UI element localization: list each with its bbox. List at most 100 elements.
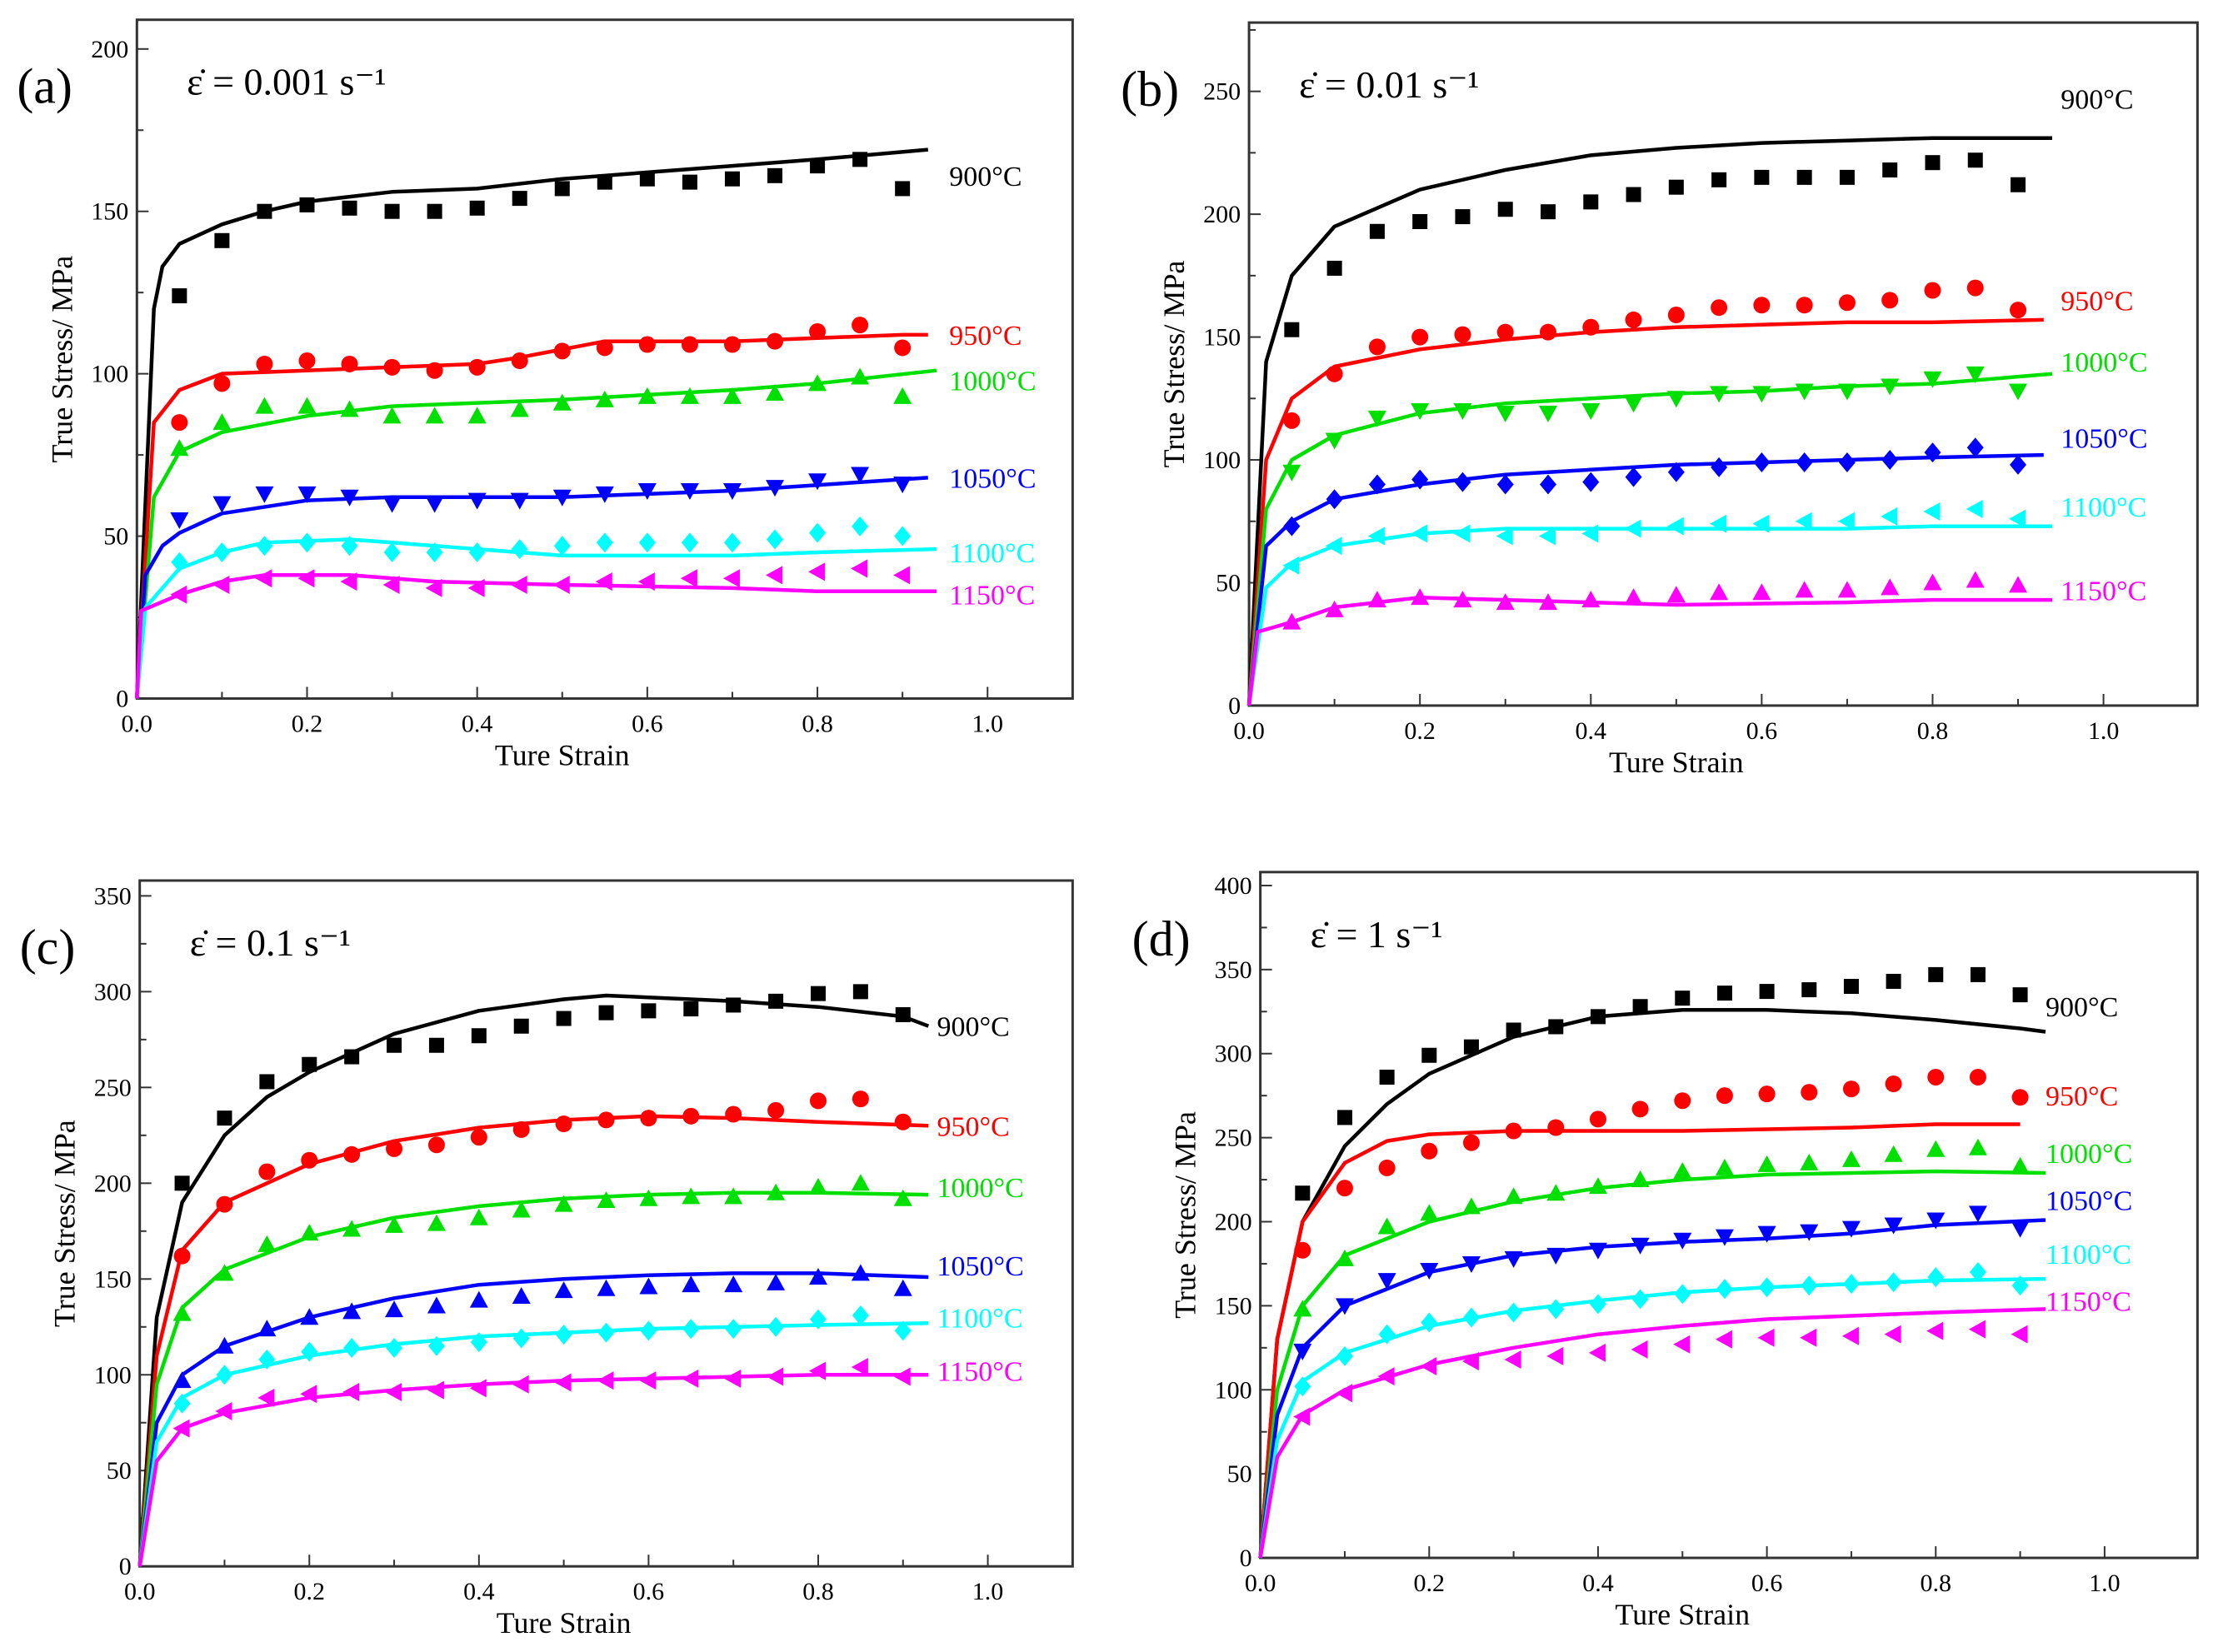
series-1100c: 1100°C (137, 1303, 1023, 1567)
data-point-square (1497, 202, 1513, 217)
data-point-triangle-down (1715, 1229, 1734, 1246)
strain-rate-annotation: ε̇ = 0.01 s⁻¹ (1299, 63, 1479, 106)
data-point-square (299, 197, 315, 212)
data-point-diamond (427, 1335, 445, 1356)
data-point-circle (1625, 311, 1642, 328)
data-point-diamond (301, 1341, 318, 1362)
data-point-diamond (216, 1365, 233, 1385)
data-point-triangle-left (1923, 502, 1941, 521)
data-point-triangle-left (851, 1358, 868, 1377)
y-tick-label: 150 (1203, 324, 1241, 352)
fitted-curve (1246, 136, 2052, 706)
data-point-circle (1885, 1076, 1902, 1093)
data-point-square (428, 1037, 444, 1053)
data-point-triangle-left (1461, 1351, 1479, 1370)
series-label: 900°C (937, 1012, 1009, 1043)
data-point-square (217, 1110, 232, 1126)
data-point-diamond (638, 532, 656, 553)
x-tick-label: 0.2 (292, 710, 323, 737)
data-point-triangle-down (1453, 403, 1472, 421)
data-point-square (1632, 999, 1648, 1015)
data-point-circle (596, 339, 613, 357)
data-point-diamond (426, 542, 443, 563)
data-point-triangle-left (170, 585, 187, 604)
x-tick-label: 0.2 (1414, 1570, 1446, 1597)
data-point-triangle-left (1881, 507, 1898, 526)
data-point-triangle-up (893, 1279, 912, 1296)
data-point-triangle-down (1710, 386, 1729, 403)
series-950c: 950°C (1246, 279, 2134, 706)
data-point-triangle-down (1968, 1205, 1987, 1223)
data-point-circle (1716, 1087, 1733, 1105)
data-point-triangle-down (255, 486, 274, 503)
data-point-triangle-left (1588, 1343, 1606, 1362)
data-point-triangle-up (1624, 588, 1643, 606)
series-label: 900°C (949, 162, 1022, 192)
data-point-triangle-up (1461, 1197, 1481, 1215)
data-point-diamond (1969, 1262, 1986, 1283)
data-point-circle (1801, 1084, 1818, 1101)
fitted-curve (1258, 1276, 2046, 1559)
y-tick-label: 200 (94, 1170, 132, 1197)
data-point-diamond (173, 1393, 191, 1414)
data-point-triangle-left (1539, 527, 1556, 546)
data-point-triangle-down (1926, 1212, 1946, 1230)
x-tick-label: 1.0 (2089, 1570, 2121, 1597)
data-point-triangle-left (554, 1373, 572, 1392)
data-point-triangle-down (1367, 410, 1386, 427)
data-point-triangle-left (808, 1361, 826, 1380)
fitted-curve (1246, 524, 2052, 706)
data-point-circle (555, 1115, 572, 1133)
data-point-triangle-left (552, 576, 570, 595)
x-tick-label: 0.0 (1233, 717, 1265, 745)
data-point-triangle-down (1461, 1255, 1481, 1273)
data-point-triangle-down (1966, 366, 1985, 383)
series-1100c: 1100°C (1246, 492, 2146, 706)
data-point-diamond (171, 551, 188, 572)
data-point-square (683, 1001, 699, 1017)
data-point-square (1716, 986, 1732, 1001)
data-point-triangle-left (808, 562, 826, 581)
y-tick-label: 0 (116, 685, 128, 712)
data-point-diamond (386, 1338, 403, 1359)
data-point-triangle-up (257, 1320, 277, 1337)
data-point-triangle-down (552, 489, 572, 507)
data-point-triangle-up (767, 1273, 786, 1290)
plot-frame (1259, 871, 2199, 1560)
data-point-diamond (809, 522, 827, 543)
data-point-diamond (725, 1319, 742, 1340)
data-point-triangle-up (1539, 593, 1558, 611)
y-tick-label: 150 (1215, 1292, 1252, 1320)
data-point-diamond (1368, 474, 1386, 495)
series-1050c: 1050°C (1246, 423, 2148, 706)
data-point-triangle-up (1367, 591, 1386, 608)
data-point-triangle-up (680, 387, 699, 404)
data-point-circle (2010, 302, 2027, 319)
y-tick-label: 250 (1203, 78, 1241, 106)
data-point-circle (1582, 318, 1600, 336)
data-point-circle (723, 336, 741, 353)
data-point-triangle-up (724, 1275, 743, 1293)
data-point-triangle-left (1752, 514, 1770, 533)
fitted-curve (1258, 1307, 2046, 1559)
data-point-triangle-left (1377, 1367, 1395, 1386)
data-point-diamond (1378, 1324, 1396, 1345)
series-label: 1100°C (2046, 1240, 2131, 1270)
data-point-triangle-left (1800, 1328, 1817, 1347)
y-tick-label: 50 (107, 1457, 132, 1485)
fitted-curve (137, 1320, 929, 1567)
data-point-square (767, 167, 783, 183)
data-point-diamond (596, 532, 613, 553)
series-900c: 900°C (1246, 85, 2134, 706)
data-point-square (724, 171, 740, 187)
data-point-triangle-down (722, 482, 742, 500)
data-point-diamond (341, 536, 358, 556)
data-point-diamond (383, 542, 401, 563)
data-point-diamond (1589, 1294, 1606, 1315)
data-point-diamond (1336, 1345, 1353, 1366)
data-point-circle (1411, 328, 1429, 346)
data-point-triangle-left (1837, 512, 1855, 531)
data-point-square (257, 203, 272, 219)
data-point-circle (258, 1163, 276, 1180)
data-point-triangle-up (1881, 578, 1900, 596)
